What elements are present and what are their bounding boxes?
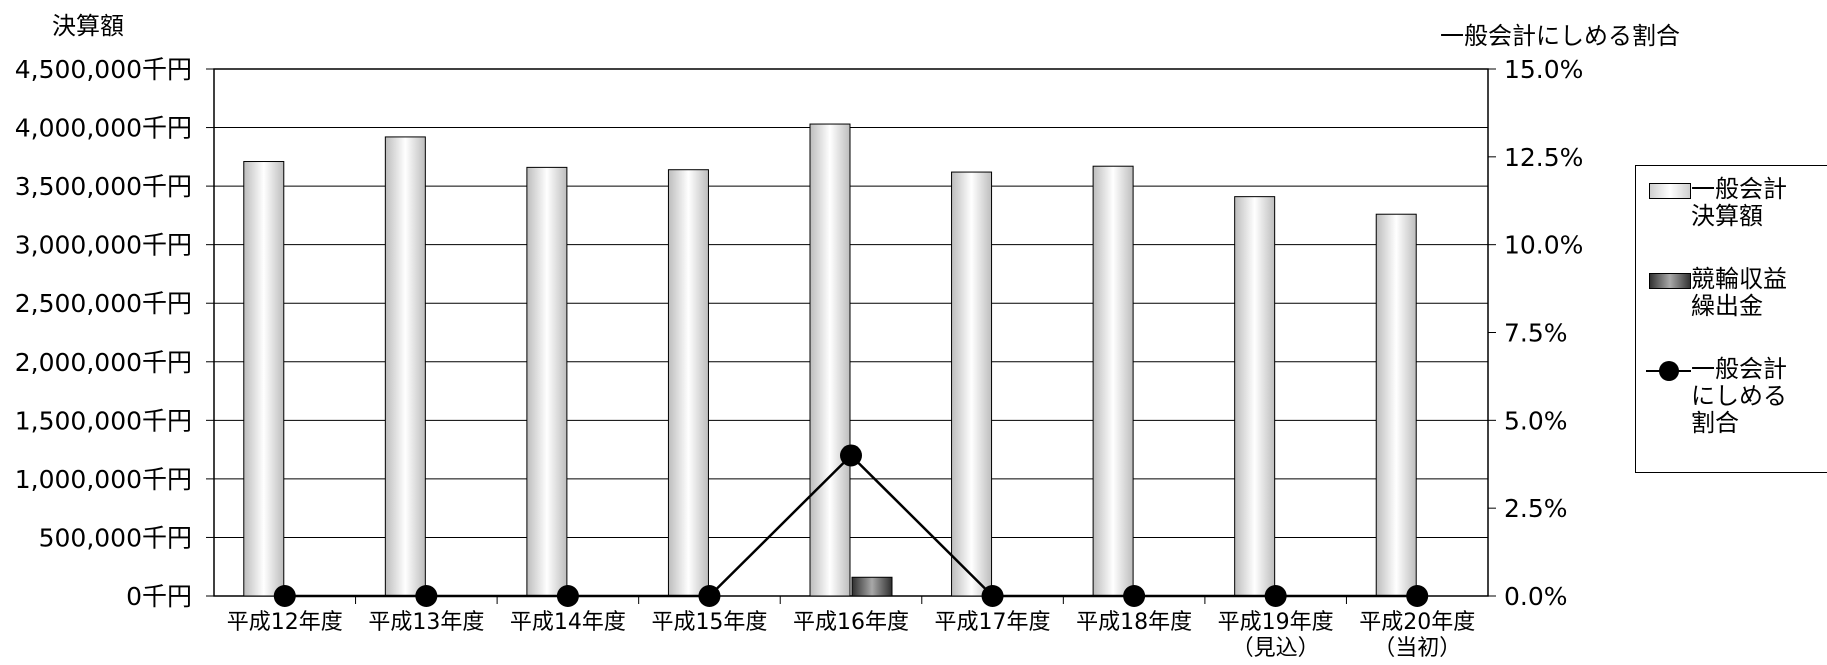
legend: 一般会計 決算額 競輪収益 繰出金 一般会計 にしめる 割合 [1635,165,1827,473]
left-tick-label: 2,000,000千円 [15,348,192,377]
legend-label-keirin: 競輪収益 繰出金 [1691,265,1787,320]
ratio-point [273,585,296,607]
left-tick-label: 0千円 [126,582,192,611]
category-label: 平成14年度 [510,610,626,635]
ratio-point [1123,585,1146,607]
legend-item-general-account: 一般会計 決算額 [1636,176,1787,230]
bar-general-account [951,171,993,597]
left-tick-label: 1,500,000千円 [15,406,192,435]
legend-label-general-account: 一般会計 決算額 [1691,175,1787,230]
bar-general-account [1092,165,1134,597]
bar-general-account [1234,196,1276,597]
category-label: 平成18年度 [1076,610,1192,635]
ratio-point [840,444,862,467]
ratio-point [1406,585,1429,607]
category-label: 平成16年度 [793,610,909,635]
ratio-point [1264,585,1287,607]
right-tick-label: 15.0% [1504,55,1583,84]
category-label: 平成15年度 [651,610,767,635]
category-label: 平成13年度 [368,610,484,635]
left-tick-label: 4,000,000千円 [15,114,192,143]
category-label: （当初） [1373,636,1461,661]
left-axis-title: 決算額 [52,12,124,40]
left-tick-label: 2,500,000千円 [15,289,192,318]
category-label: 平成12年度 [227,610,343,635]
bar-keirin [851,576,893,597]
left-tick-label: 500,000千円 [39,523,192,552]
right-tick-label: 5.0% [1504,406,1568,435]
legend-item-ratio: 一般会計 にしめる 割合 [1636,356,1787,437]
legend-label-ratio: 一般会計 にしめる 割合 [1691,355,1787,437]
bar-general-account [667,169,709,597]
left-tick-label: 3,500,000千円 [15,172,192,201]
right-tick-label: 2.5% [1504,494,1568,523]
right-tick-label: 7.5% [1504,319,1568,348]
right-tick-label: 0.0% [1504,582,1568,611]
category-label: （見込） [1232,636,1320,661]
left-tick-label: 4,500,000千円 [15,55,192,84]
legend-swatch-keirin [1649,273,1691,289]
right-tick-label: 10.0% [1504,231,1583,260]
bar-general-account [384,136,426,597]
bar-general-account [1375,213,1417,597]
legend-marker-ratio [1659,361,1679,381]
bar-general-account [243,161,285,597]
ratio-point [981,585,1004,607]
legend-item-keirin: 競輪収益 繰出金 [1636,266,1787,320]
ratio-point [415,585,438,607]
right-axis-title: 一般会計にしめる割合 [1440,22,1680,50]
left-tick-label: 3,000,000千円 [15,231,192,260]
bar-general-account [526,166,568,597]
category-label: 平成19年度 [1218,610,1334,635]
ratio-point [698,585,721,607]
left-tick-label: 1,000,000千円 [15,465,192,494]
ratio-point [556,585,579,607]
bar-general-account [809,123,851,597]
category-label: 平成20年度 [1359,610,1475,635]
category-label: 平成17年度 [935,610,1051,635]
right-tick-label: 12.5% [1504,143,1583,172]
legend-swatch-general-account [1649,183,1691,199]
